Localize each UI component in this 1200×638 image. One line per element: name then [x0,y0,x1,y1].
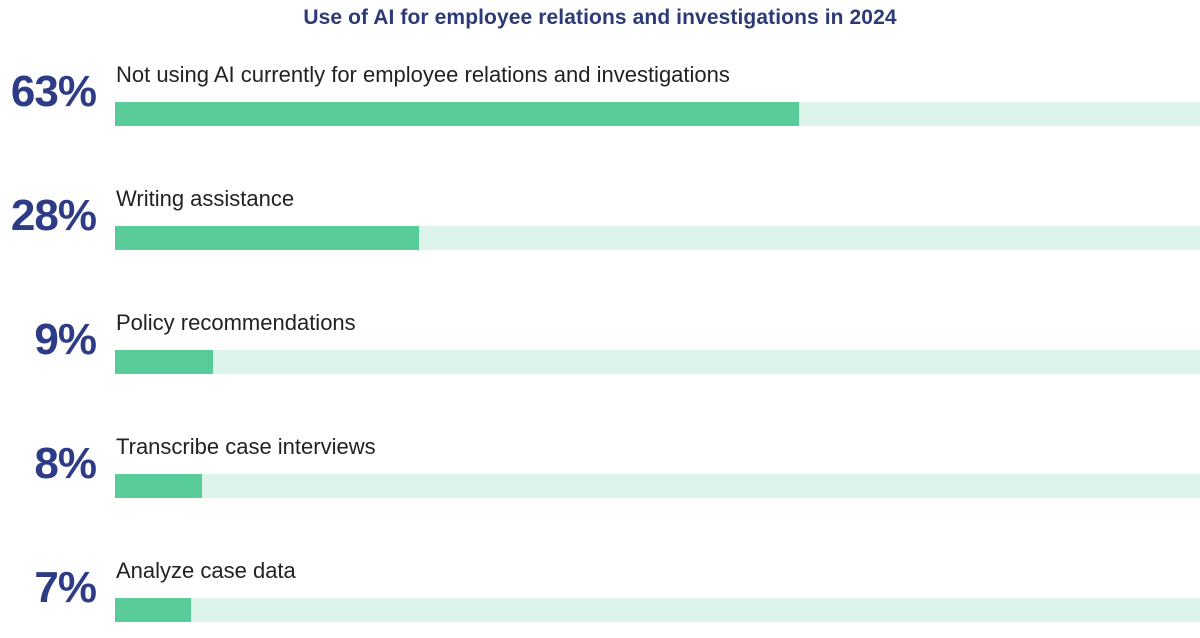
value-label: 7% [34,563,97,612]
bar [115,350,213,374]
bar [115,226,419,250]
bar-row: 7% Analyze case data [0,558,1200,638]
value-label: 63% [10,67,97,116]
bar-track [115,102,1200,126]
category-label: Policy recommendations [116,310,356,335]
bar [115,102,799,126]
bar-track [115,474,1200,498]
bar-row: 8% Transcribe case interviews [0,434,1200,514]
value-label: 28% [10,191,97,240]
bar-chart: 63% Not using AI currently for employee … [0,62,1200,622]
bar-track [115,598,1200,622]
category-label: Transcribe case interviews [116,434,376,459]
bar [115,474,202,498]
bar-track [115,226,1200,250]
category-label: Analyze case data [116,558,296,583]
bar-track [115,350,1200,374]
value-label: 8% [34,439,97,488]
bar-row: 9% Policy recommendations [0,310,1200,390]
value-label: 9% [34,315,97,364]
bar-row: 63% Not using AI currently for employee … [0,62,1200,142]
bar [115,598,191,622]
chart-title: Use of AI for employee relations and inv… [303,6,897,29]
category-label: Writing assistance [116,186,295,211]
category-label: Not using AI currently for employee rela… [116,62,730,87]
bar-row: 28% Writing assistance [0,186,1200,266]
